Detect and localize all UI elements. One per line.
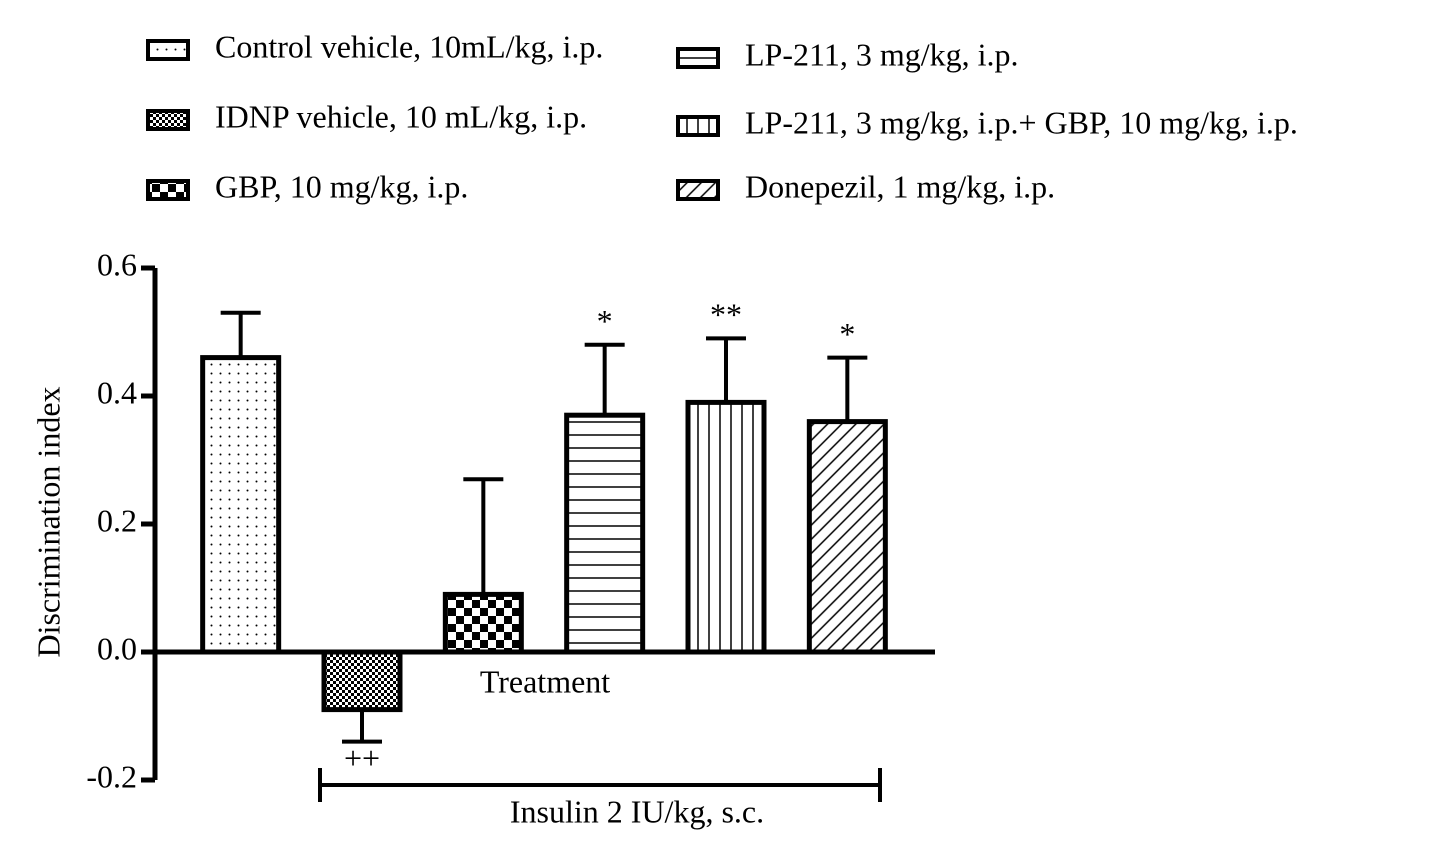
bar [442,591,524,655]
y-tick-label: 0.0 [97,630,137,666]
bar [321,649,403,713]
bar [564,412,646,655]
x-axis-label: Treatment [480,663,610,699]
legend-label: IDNP vehicle, 10 mL/kg, i.p. [215,98,587,134]
legend-swatch [676,179,720,201]
bracket-label: Insulin 2 IU/kg, s.c. [510,793,764,829]
y-tick-label: 0.6 [97,246,137,282]
legend-label: GBP, 10 mg/kg, i.p. [215,168,468,204]
y-tick-label: 0.4 [97,374,137,410]
legend-swatch [146,109,190,131]
legend-label: LP-211, 3 mg/kg, i.p. [745,36,1018,72]
legend-swatch [146,179,190,201]
significance-label: * [597,303,613,339]
y-axis-label: Discrimination index [30,386,66,657]
bracket [318,768,882,802]
bar [200,355,282,655]
significance-label: ** [710,297,742,333]
legend-swatch [146,39,190,61]
legend-label: Donepezil, 1 mg/kg, i.p. [745,168,1055,204]
significance-label: ++ [344,740,380,776]
significance-label: * [839,316,855,352]
legend-swatch [676,115,720,137]
y-tick-label: 0.2 [97,502,137,538]
bar [685,399,767,655]
bar [806,419,888,655]
y-tick-label: -0.2 [86,758,137,794]
legend-label: LP-211, 3 mg/kg, i.p.+ GBP, 10 mg/kg, i.… [745,104,1298,140]
legend-swatch [676,47,720,69]
legend-label: Control vehicle, 10mL/kg, i.p. [215,28,603,64]
